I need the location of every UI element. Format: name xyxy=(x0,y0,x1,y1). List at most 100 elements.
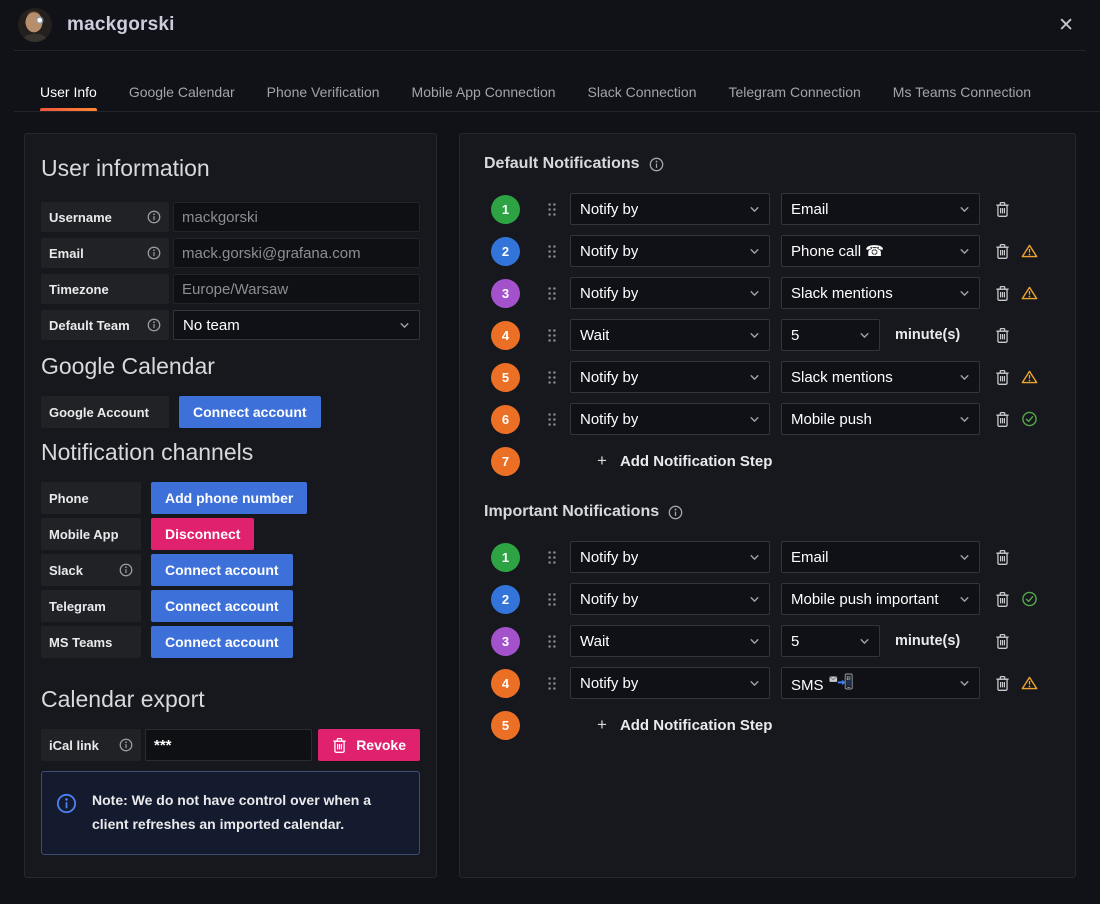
step-value-select[interactable]: SMS xyxy=(781,667,980,699)
revoke-button[interactable]: Revoke xyxy=(318,729,420,761)
step-value-select[interactable]: Email xyxy=(781,193,980,225)
connect-account-button[interactable]: Connect account xyxy=(151,554,293,586)
add-notification-step-button[interactable]: + Add Notification Step xyxy=(597,451,773,470)
tab-phone-verification[interactable]: Phone Verification xyxy=(266,84,380,100)
left-panel: User information Username mackgorski Email… xyxy=(24,133,437,878)
info-icon[interactable] xyxy=(119,738,133,752)
info-icon[interactable] xyxy=(147,246,161,260)
step-type-select[interactable]: Notify by xyxy=(570,583,770,615)
step-type-select[interactable]: Wait xyxy=(570,625,770,657)
add-notification-step-button[interactable]: + Add Notification Step xyxy=(597,715,773,734)
info-icon[interactable] xyxy=(147,210,161,224)
delete-step-button[interactable] xyxy=(995,675,1010,692)
info-icon[interactable] xyxy=(668,505,683,520)
info-icon[interactable] xyxy=(649,157,664,172)
notification-step-row: 2 Notify by Mobile push important xyxy=(484,583,1059,615)
step-type-select[interactable]: Notify by xyxy=(570,235,770,267)
drag-handle[interactable] xyxy=(547,370,557,385)
info-icon[interactable] xyxy=(119,563,133,577)
notification-channels-list: Phone Add phone number Mobile App Disconnec… xyxy=(41,482,420,658)
drag-handle[interactable] xyxy=(547,286,557,301)
drag-handle[interactable] xyxy=(547,412,557,427)
field-row-username: Username mackgorski xyxy=(41,202,420,232)
modal-header: mackgorski ✕ xyxy=(14,0,1086,51)
chevron-down-icon xyxy=(750,596,759,602)
tab-google-calendar[interactable]: Google Calendar xyxy=(128,84,235,100)
default-team-select[interactable]: No team xyxy=(173,310,420,340)
step-type-select[interactable]: Notify by xyxy=(570,403,770,435)
trash-icon xyxy=(996,243,1009,259)
drag-handle[interactable] xyxy=(547,676,557,691)
user-info-form: Username mackgorski Email mack.gorski@grafa… xyxy=(41,202,420,340)
trash-icon xyxy=(996,327,1009,343)
channel-label: Phone xyxy=(41,482,141,514)
step-value-select[interactable]: Mobile push important xyxy=(781,583,980,615)
close-button[interactable]: ✕ xyxy=(1050,12,1082,39)
wait-unit-label: minute(s) xyxy=(895,327,961,343)
tab-mobile-app-connection[interactable]: Mobile App Connection xyxy=(411,84,556,100)
warning-status-icon xyxy=(1021,675,1038,691)
tab-ms-teams-connection[interactable]: Ms Teams Connection xyxy=(892,84,1032,100)
step-value-select[interactable]: 5 xyxy=(781,319,880,351)
delete-step-button[interactable] xyxy=(995,549,1010,566)
drag-handle[interactable] xyxy=(547,550,557,565)
step-number-badge: 2 xyxy=(491,584,520,614)
field-label: Username xyxy=(41,202,169,232)
delete-step-button[interactable] xyxy=(995,327,1010,344)
delete-step-button[interactable] xyxy=(995,411,1010,428)
delete-step-button[interactable] xyxy=(995,633,1010,650)
step-value-select[interactable]: Slack mentions xyxy=(781,361,980,393)
add-phone-number-button[interactable]: Add phone number xyxy=(151,482,308,514)
delete-step-button[interactable] xyxy=(995,201,1010,218)
chevron-down-icon xyxy=(750,554,759,560)
info-icon[interactable] xyxy=(147,318,161,332)
step-value-select[interactable]: Phone call ☎ xyxy=(781,235,980,267)
drag-handle[interactable] xyxy=(547,328,557,343)
step-type-select[interactable]: Notify by xyxy=(570,193,770,225)
drag-handle[interactable] xyxy=(547,634,557,649)
google-calendar-heading: Google Calendar xyxy=(41,353,215,379)
channel-label: MS Teams xyxy=(41,626,141,658)
chevron-down-icon xyxy=(750,374,759,380)
tab-slack-connection[interactable]: Slack Connection xyxy=(587,84,697,100)
step-type-select[interactable]: Notify by xyxy=(570,277,770,309)
connect-account-button[interactable]: Connect account xyxy=(151,590,293,622)
right-panel: Default Notifications 1 Notify by Email 2 No… xyxy=(459,133,1076,878)
step-value-select[interactable]: Slack mentions xyxy=(781,277,980,309)
drag-handle[interactable] xyxy=(547,244,557,259)
step-value-select[interactable]: Email xyxy=(781,541,980,573)
step-value-select[interactable]: Mobile push xyxy=(781,403,980,435)
notification-step-row: 3 Notify by Slack mentions xyxy=(484,277,1059,309)
ical-link-input[interactable]: *** xyxy=(145,729,313,761)
user-information-heading: User information xyxy=(41,155,210,181)
step-number-badge: 2 xyxy=(491,236,520,266)
step-type-select[interactable]: Notify by xyxy=(570,361,770,393)
step-number-badge: 5 xyxy=(491,362,520,392)
step-value-select[interactable]: 5 xyxy=(781,625,880,657)
mobile-phone-with-arrow-icon xyxy=(828,673,853,689)
delete-step-button[interactable] xyxy=(995,591,1010,608)
trash-icon xyxy=(996,591,1009,607)
success-status-icon xyxy=(1021,591,1038,607)
step-type-select[interactable]: Notify by xyxy=(570,667,770,699)
field-row-timezone: Timezone Europe/Warsaw xyxy=(41,274,420,304)
info-icon xyxy=(119,563,133,577)
default-notifications-heading: Default Notifications xyxy=(484,155,1059,173)
drag-handle[interactable] xyxy=(547,202,557,217)
delete-step-button[interactable] xyxy=(995,369,1010,386)
connect-account-button[interactable]: Connect account xyxy=(151,626,293,658)
tab-user-info[interactable]: User Info xyxy=(40,84,97,111)
chevron-down-icon xyxy=(750,290,759,296)
disconnect-button[interactable]: Disconnect xyxy=(151,518,255,550)
chevron-down-icon xyxy=(960,248,969,254)
close-icon: ✕ xyxy=(1058,14,1074,36)
delete-step-button[interactable] xyxy=(995,285,1010,302)
tab-telegram-connection[interactable]: Telegram Connection xyxy=(728,84,861,100)
warning-icon xyxy=(1021,676,1038,690)
step-type-select[interactable]: Wait xyxy=(570,319,770,351)
step-type-select[interactable]: Notify by xyxy=(570,541,770,573)
drag-handle[interactable] xyxy=(547,592,557,607)
delete-step-button[interactable] xyxy=(995,243,1010,260)
notification-step-row: 4 Wait 5 minute(s) xyxy=(484,319,1059,351)
connect-account-button[interactable]: Connect account xyxy=(179,396,321,428)
